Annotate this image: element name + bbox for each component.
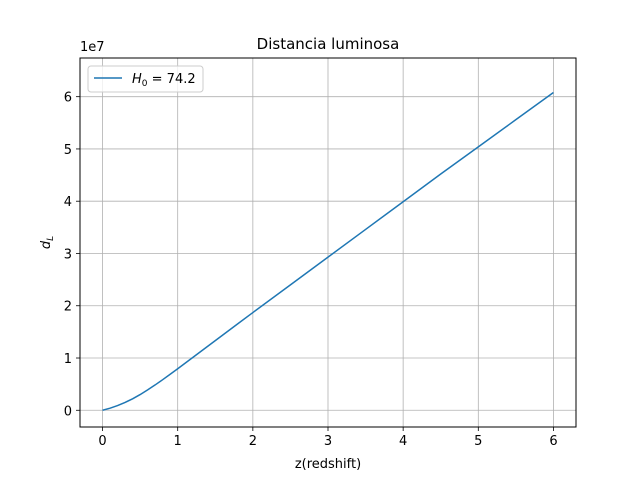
- grid: [80, 58, 576, 427]
- y-axis-offset-label: 1e7: [80, 40, 105, 55]
- legend-entry-subscript: 0: [142, 79, 148, 89]
- x-axis-label: z(redshift): [295, 457, 361, 472]
- y-axis-label-subscript: L: [46, 236, 56, 241]
- legend-entry: H0 = 74.2: [132, 72, 196, 89]
- x-tick-label: 1: [174, 434, 182, 449]
- y-tick-label: 0: [64, 404, 72, 419]
- x-tick-label: 6: [549, 434, 557, 449]
- x-tick-label: 3: [324, 434, 332, 449]
- legend-entry-value: = 74.2: [148, 72, 196, 87]
- y-axis-label-symbol: d: [39, 240, 54, 249]
- x-tick-label: 0: [98, 434, 106, 449]
- series-line: [102, 91, 554, 411]
- series-layer: [102, 91, 554, 411]
- chart-title: Distancia luminosa: [257, 35, 400, 53]
- legend-box: [87, 65, 204, 93]
- y-tick-label: 1: [64, 352, 72, 367]
- x-tick-label: 5: [474, 434, 482, 449]
- y-tick-label: 2: [64, 300, 72, 315]
- y-tick-label: 4: [64, 195, 72, 210]
- y-tick-label: 5: [64, 143, 72, 158]
- x-tick-label: 2: [249, 434, 257, 449]
- ticks: 0 1 2 3 4 5 6 0 1 2 3 4 5 6: [64, 91, 558, 449]
- legend: H0 = 74.2: [87, 65, 204, 93]
- legend-entry-symbol: H: [132, 72, 142, 87]
- x-tick-label: 4: [399, 434, 407, 449]
- y-tick-label: 6: [64, 91, 72, 106]
- y-axis-label: dL: [39, 236, 56, 249]
- y-tick-label: 3: [64, 247, 72, 262]
